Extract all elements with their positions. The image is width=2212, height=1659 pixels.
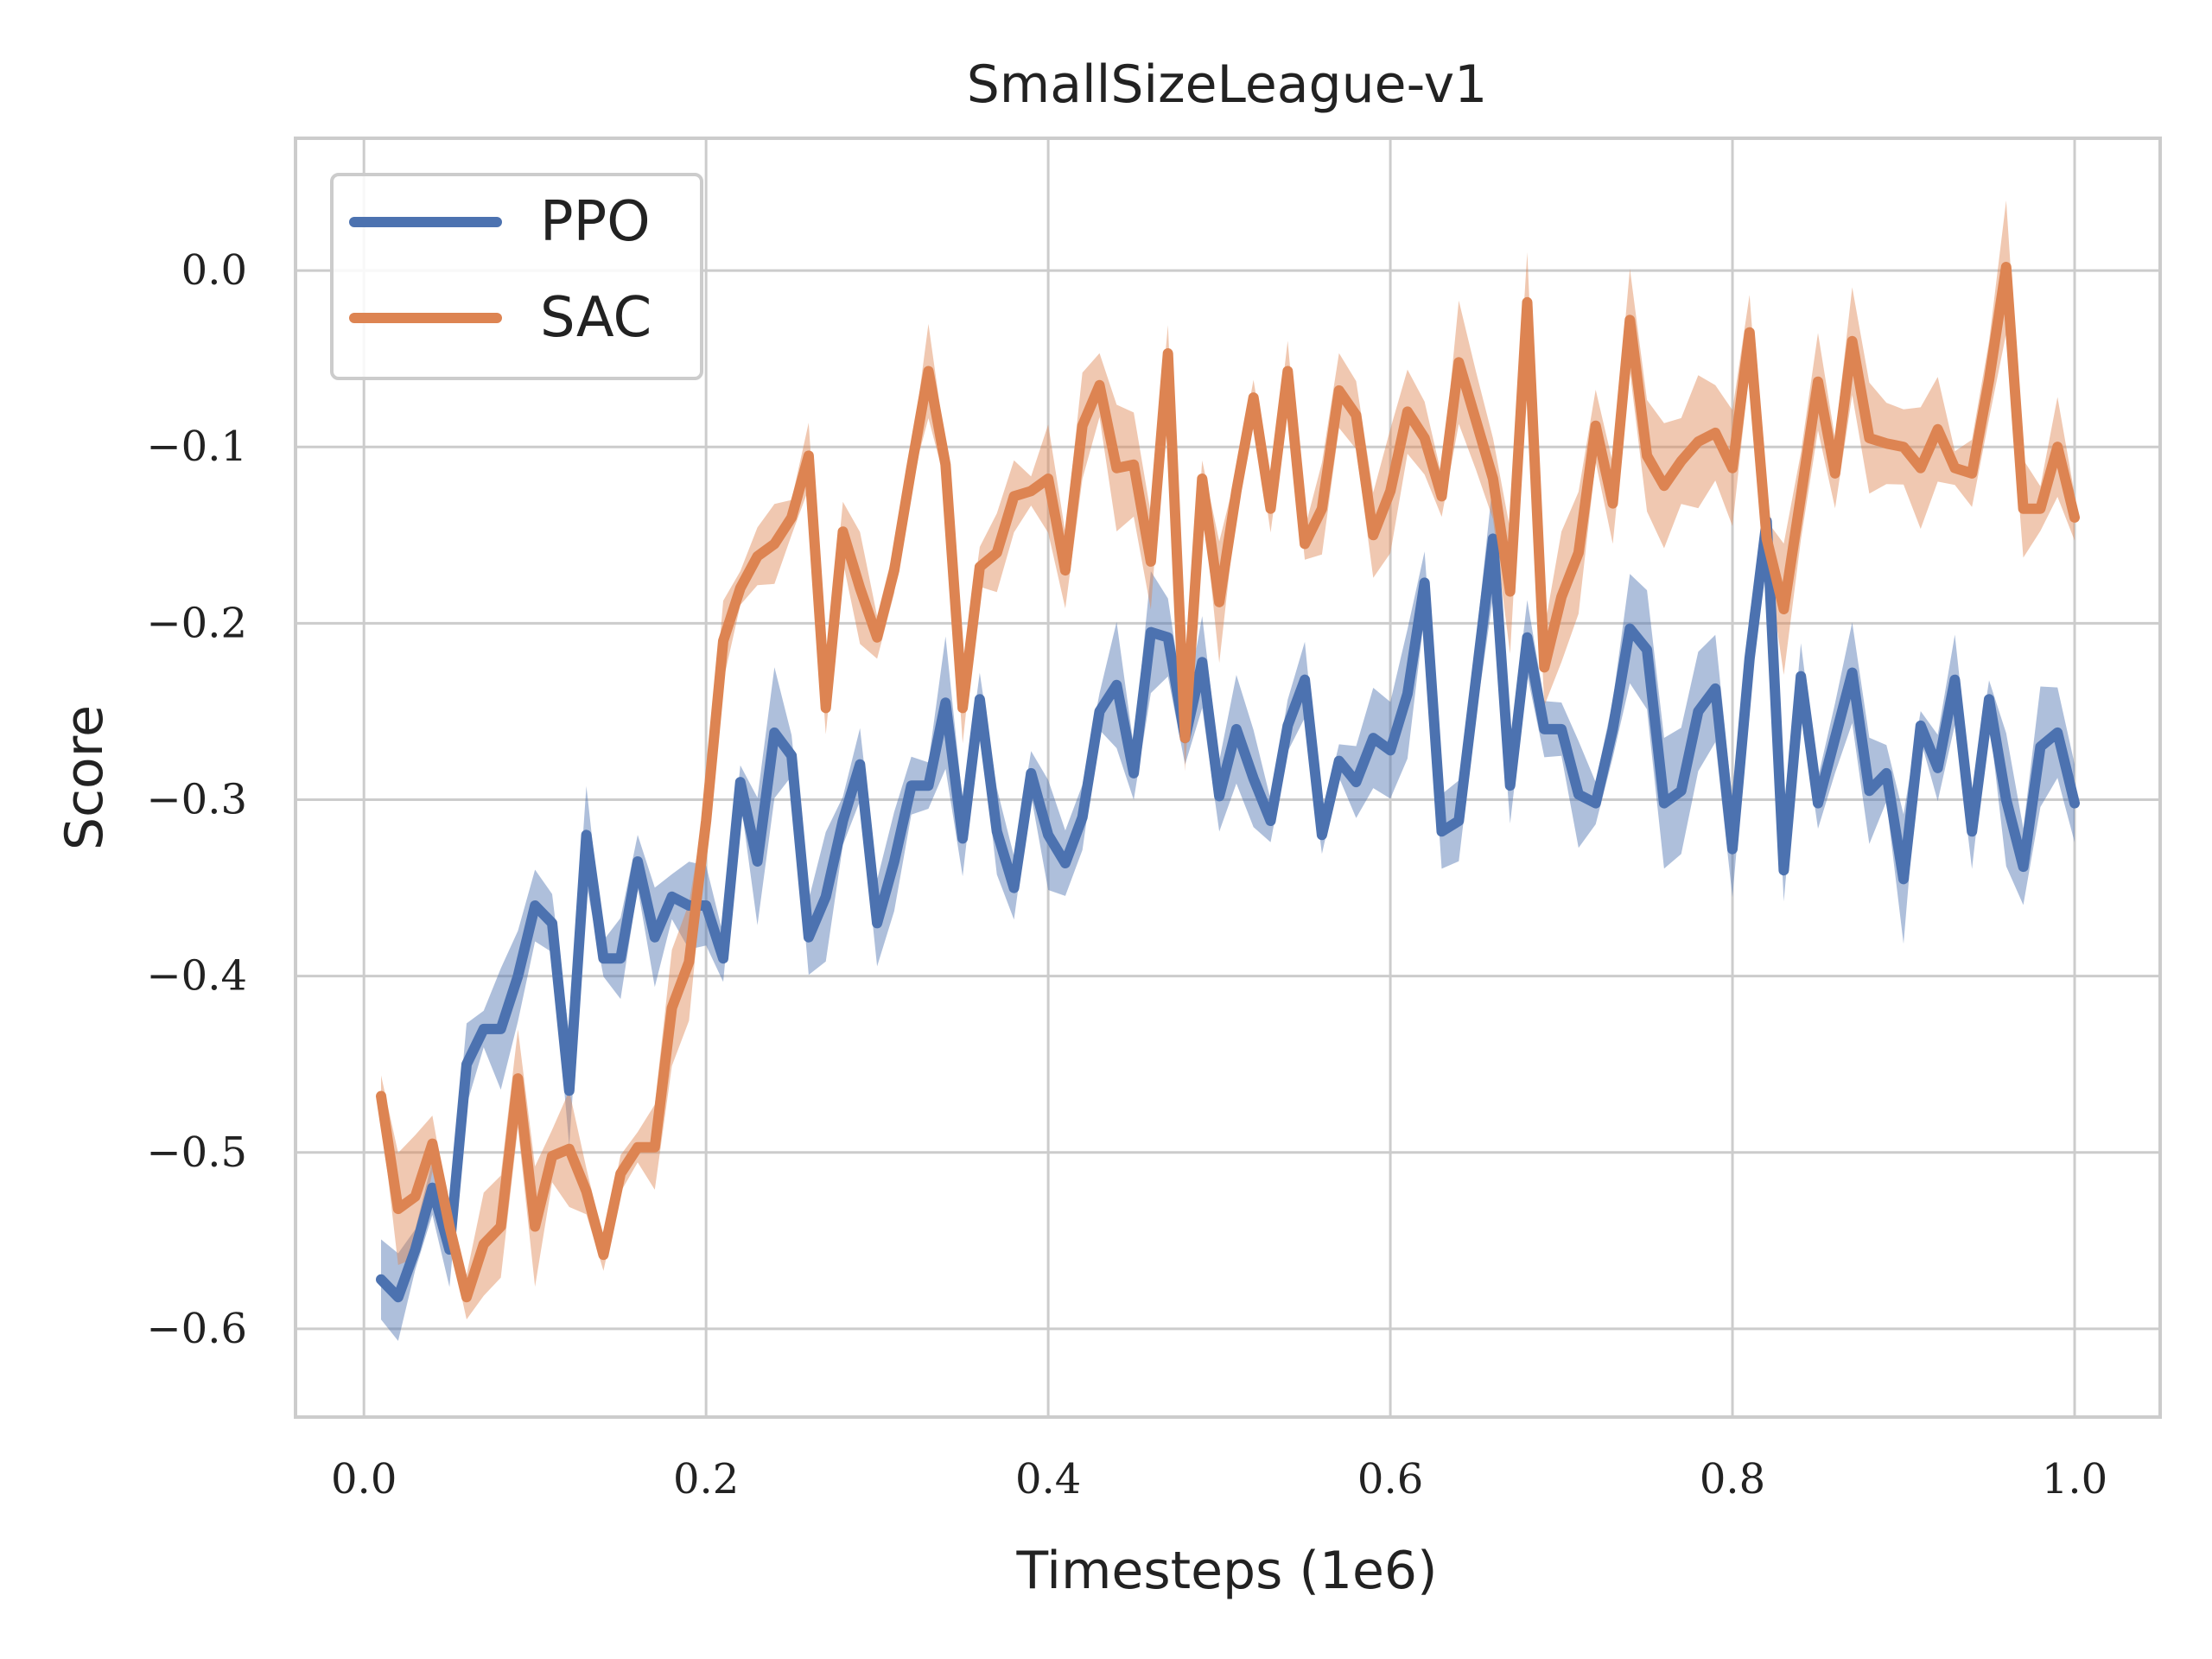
y-tick-label: −0.4 [146,952,247,1001]
y-tick-label: −0.6 [146,1305,247,1353]
x-tick-label: 0.4 [1015,1455,1081,1503]
legend: PPO SAC [330,173,703,380]
legend-label-sac: SAC [540,286,652,350]
series-line-ppo [376,516,2080,1303]
y-tick-label: −0.5 [146,1128,247,1177]
chart-title: SmallSizeLeague-v1 [967,54,1488,115]
y-axis-ticks: 0.0 −0.1 −0.2 −0.3 −0.4 −0.5 −0.6 [146,246,247,1353]
x-tick-label: 0.2 [673,1455,739,1503]
x-tick-label: 1.0 [2042,1455,2107,1503]
y-tick-label: 0.0 [181,246,247,295]
x-tick-label: 0.8 [1700,1455,1765,1503]
x-axis-label: Timesteps (1e6) [1015,1541,1437,1601]
x-axis-ticks: 0.0 0.2 0.4 0.6 0.8 1.0 [331,1455,2107,1503]
y-tick-label: −0.2 [146,599,247,647]
y-tick-label: −0.3 [146,776,247,824]
series-line-sac [376,262,2080,1303]
legend-label-ppo: PPO [540,190,651,254]
x-tick-label: 0.6 [1357,1455,1423,1503]
plot-frame [294,137,2162,1419]
y-axis-label: Score [54,705,115,850]
x-tick-label: 0.0 [331,1455,397,1503]
series-lines [376,262,2080,1303]
y-tick-label: −0.1 [146,423,247,471]
